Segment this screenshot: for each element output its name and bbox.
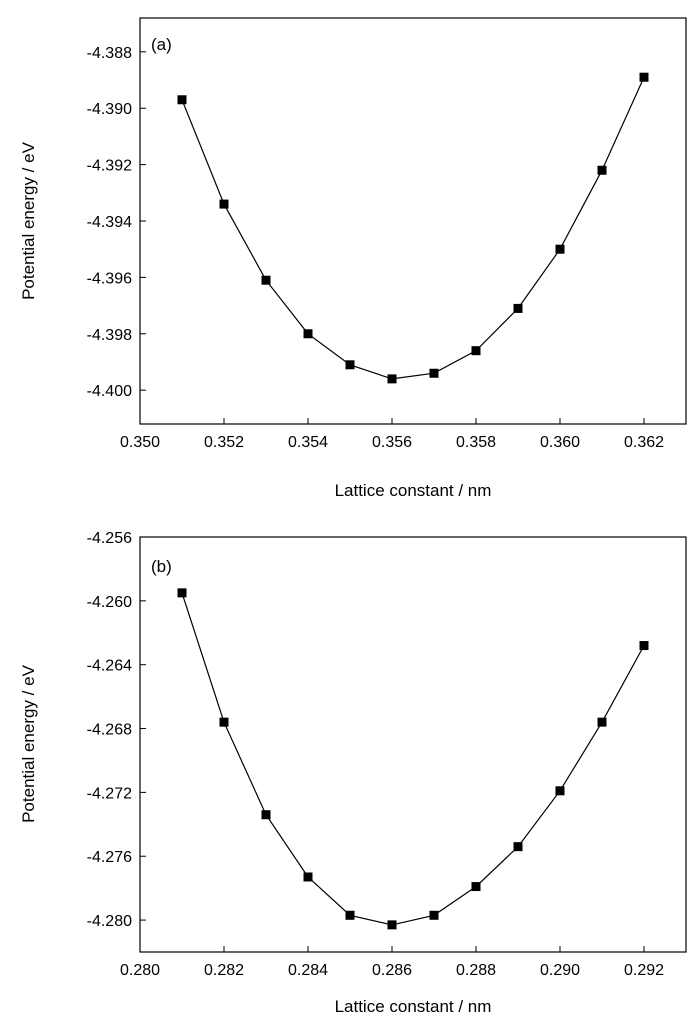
x-axis-label-b: Lattice constant / nm: [335, 997, 492, 1016]
y-axis-label-b: Potential energy / eV: [19, 664, 38, 822]
data-point-marker: [387, 374, 397, 384]
data-point-marker: [471, 882, 481, 892]
data-point-marker: [555, 244, 565, 254]
y-tick-label: -4.260: [87, 594, 132, 611]
x-axis-label-a: Lattice constant / nm: [335, 481, 492, 500]
data-point-marker: [555, 786, 565, 796]
x-ticks-b: 0.280 0.282 0.284 0.286 0.288 0.290 0.292: [120, 946, 664, 979]
x-tick-label: 0.292: [624, 962, 664, 979]
x-tick-label: 0.362: [624, 434, 664, 451]
y-tick-label: -4.388: [87, 45, 132, 62]
data-point-marker: [639, 641, 649, 651]
y-tick-label: -4.272: [87, 785, 132, 802]
x-tick-label: 0.290: [540, 962, 580, 979]
data-point-marker: [471, 346, 481, 356]
data-point-marker: [345, 910, 355, 920]
x-tick-label: 0.360: [540, 434, 580, 451]
data-point-marker: [513, 842, 523, 852]
data-point-marker: [429, 368, 439, 378]
y-tick-label: -4.276: [87, 849, 132, 866]
panel-b: 0.280 0.282 0.284 0.286 0.288 0.290 0.292 -4.2…: [19, 530, 687, 1016]
data-point-marker: [177, 95, 187, 105]
x-tick-label: 0.356: [372, 434, 412, 451]
series-line-b: [181, 592, 645, 926]
panel-label-a: (a): [151, 35, 172, 54]
markers-b: [177, 588, 649, 930]
plot-frame-b: [139, 536, 687, 953]
data-point-marker: [219, 199, 229, 209]
data-point-marker: [387, 920, 397, 930]
x-tick-label: 0.288: [456, 962, 496, 979]
x-ticks-a: 0.350 0.352 0.354 0.356 0.358 0.360 0.362: [120, 418, 664, 451]
data-point-marker: [261, 810, 271, 820]
y-tick-label: -4.256: [87, 530, 132, 547]
x-tick-label: 0.286: [372, 962, 412, 979]
x-tick-label: 0.358: [456, 434, 496, 451]
data-point-marker: [639, 72, 649, 82]
y-tick-label: -4.390: [87, 101, 132, 118]
x-tick-label: 0.282: [204, 962, 244, 979]
data-point-marker: [261, 275, 271, 285]
series-line-a: [181, 76, 645, 380]
panel-a: 0.350 0.352 0.354 0.356 0.358 0.360 0.362 -4.3…: [19, 17, 687, 500]
data-point-marker: [303, 872, 313, 882]
x-tick-label: 0.352: [204, 434, 244, 451]
y-tick-label: -4.280: [87, 913, 132, 930]
x-tick-label: 0.280: [120, 962, 160, 979]
x-tick-label: 0.350: [120, 434, 160, 451]
data-point-marker: [513, 303, 523, 313]
data-point-marker: [219, 717, 229, 727]
y-tick-label: -4.268: [87, 722, 132, 739]
data-point-marker: [303, 329, 313, 339]
y-axis-label-a: Potential energy / eV: [19, 141, 38, 299]
data-point-marker: [429, 910, 439, 920]
y-tick-label: -4.398: [87, 327, 132, 344]
y-tick-label: -4.396: [87, 270, 132, 287]
data-point-marker: [177, 588, 187, 598]
y-ticks-a: -4.388 -4.390 -4.392 -4.394 -4.396 -4.398 -4.4…: [87, 45, 146, 400]
y-ticks-b: -4.256 -4.260 -4.264 -4.268 -4.272 -4.276 -4.2…: [87, 530, 146, 930]
plot-frame-a: [139, 17, 687, 425]
x-tick-label: 0.284: [288, 962, 328, 979]
y-tick-label: -4.264: [87, 658, 132, 675]
y-tick-label: -4.392: [87, 158, 132, 175]
y-tick-label: -4.394: [87, 214, 132, 231]
data-point-marker: [597, 165, 607, 175]
panel-label-b: (b): [151, 557, 172, 576]
data-point-marker: [345, 360, 355, 370]
markers-a: [177, 72, 649, 384]
x-tick-label: 0.354: [288, 434, 328, 451]
y-tick-label: -4.400: [87, 383, 132, 400]
data-point-marker: [597, 717, 607, 727]
